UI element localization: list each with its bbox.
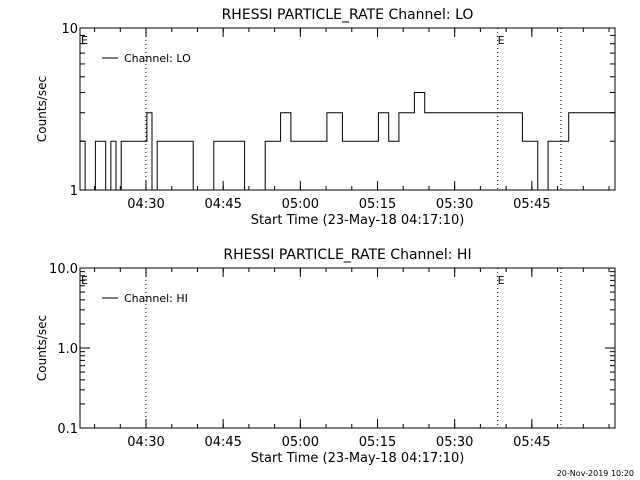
- x-axis-label: Start Time (23-May-18 04:17:10): [251, 451, 465, 466]
- x-tick-label: 04:30: [127, 197, 164, 212]
- x-axis-label: Start Time (23-May-18 04:17:10): [251, 213, 465, 228]
- y-tick-label: 10: [61, 22, 78, 37]
- y-tick-label: 1.0: [57, 342, 78, 357]
- chart-title: RHESSI PARTICLE_RATE Channel: HI: [223, 247, 471, 263]
- plot-frame: [79, 27, 616, 191]
- x-tick-label: 05:30: [436, 435, 473, 450]
- y-axis-label: Counts/sec: [35, 76, 49, 142]
- y-tick-label: 1: [70, 184, 78, 199]
- footer-timestamp: 20-Nov-2019 10:20: [556, 469, 634, 478]
- x-tick-label: 05:15: [359, 435, 396, 450]
- chart-panel-2: RHESSI PARTICLE_RATE Channel: HI 0.1 1.0 10…: [35, 247, 616, 466]
- y-axis-label: Counts/sec: [35, 315, 49, 381]
- x-tick-label: 05:45: [513, 197, 550, 212]
- event-marker-label: E: [498, 34, 505, 47]
- x-tick-label: 05:45: [513, 435, 550, 450]
- chart-panel-1: RHESSI PARTICLE_RATE Channel: LO 1 10 Count…: [35, 7, 616, 228]
- panels-container: RHESSI PARTICLE_RATE Channel: LO 1 10 Count…: [35, 7, 616, 466]
- y-tick-label: 10.0: [49, 262, 78, 277]
- chart-title: RHESSI PARTICLE_RATE Channel: LO: [222, 7, 474, 23]
- series-line-channel-lo: [80, 92, 615, 191]
- event-marker-label: E: [81, 34, 88, 47]
- x-tick-label: 04:30: [127, 435, 164, 450]
- event-marker-label: E: [81, 274, 88, 287]
- y-tick-label: 0.1: [57, 422, 78, 437]
- event-marker-label: E: [498, 274, 505, 287]
- x-tick-label: 05:30: [436, 197, 473, 212]
- x-tick-label: 04:45: [204, 435, 241, 450]
- x-tick-label: 05:00: [282, 435, 319, 450]
- x-tick-label: 05:15: [359, 197, 396, 212]
- legend-label: Channel: LO: [124, 52, 191, 65]
- x-tick-label: 04:45: [204, 197, 241, 212]
- legend-label: Channel: HI: [124, 292, 188, 305]
- x-tick-label: 05:00: [282, 197, 319, 212]
